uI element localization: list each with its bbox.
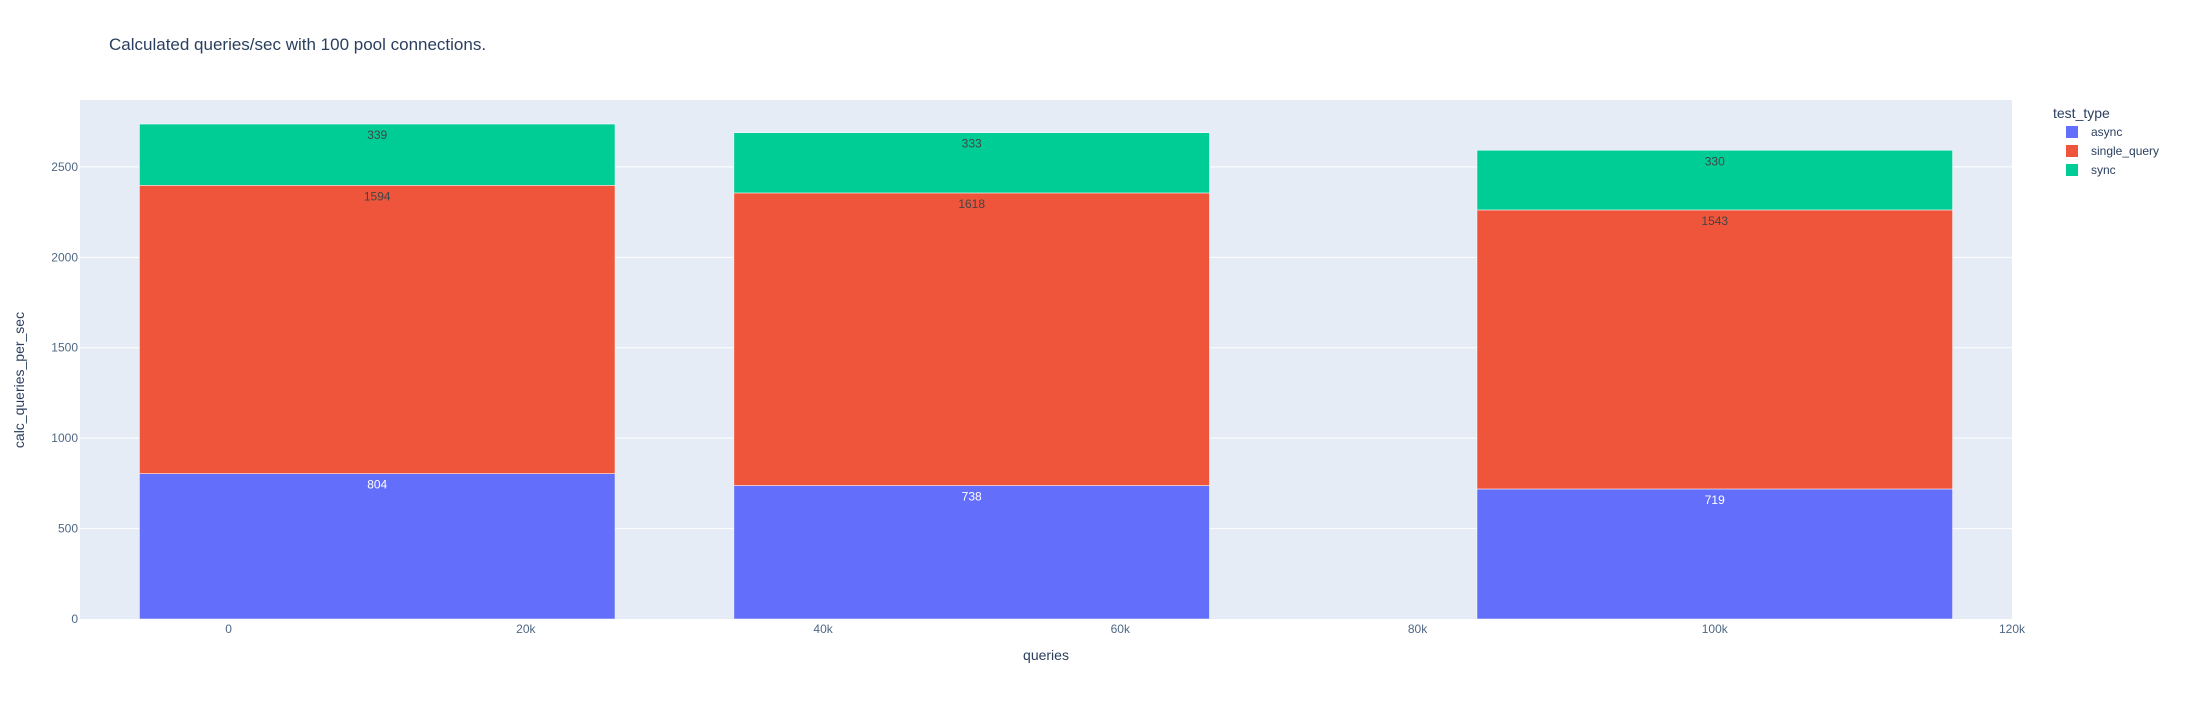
bars xyxy=(139,123,1953,620)
y-axis-title: calc_queries_per_sec xyxy=(11,312,27,448)
legend-swatch xyxy=(2066,126,2078,138)
legend-item-async[interactable]: async xyxy=(2066,125,2122,139)
x-tick-label: 20k xyxy=(516,622,536,636)
y-tick-label: 2500 xyxy=(51,160,78,174)
bar-sync[interactable] xyxy=(1476,150,1953,211)
data-label-single_query: 1543 xyxy=(1701,214,1728,228)
bar-sync[interactable] xyxy=(733,132,1210,194)
legend-label: async xyxy=(2091,125,2122,139)
data-label-single_query: 1618 xyxy=(958,197,985,211)
legend-title: test_type xyxy=(2053,105,2110,121)
legend-item-sync[interactable]: sync xyxy=(2066,163,2116,177)
legend-label: sync xyxy=(2091,163,2116,177)
data-label-sync: 333 xyxy=(962,137,982,151)
data-label-sync: 330 xyxy=(1705,154,1725,168)
x-tick-label: 60k xyxy=(1111,622,1131,636)
chart-title: Calculated queries/sec with 100 pool con… xyxy=(109,35,486,54)
bar-single_query[interactable] xyxy=(733,192,1210,486)
data-label-single_query: 1594 xyxy=(364,189,391,203)
legend-swatch xyxy=(2066,145,2078,157)
legend-swatch xyxy=(2066,164,2078,176)
bar-sync[interactable] xyxy=(139,123,616,186)
y-tick-label: 500 xyxy=(58,522,78,536)
y-axis-ticks: 0 500 1000 1500 2000 2500 xyxy=(51,160,78,626)
data-label-async: 738 xyxy=(962,490,982,504)
x-tick-label: 40k xyxy=(813,622,833,636)
x-axis-title: queries xyxy=(1023,647,1069,663)
data-label-async: 719 xyxy=(1705,493,1725,507)
data-label-sync: 339 xyxy=(367,128,387,142)
bar-async[interactable] xyxy=(1476,488,1953,620)
bar-async[interactable] xyxy=(139,473,616,620)
bar-async[interactable] xyxy=(733,485,1210,620)
x-axis-ticks: 0 20k 40k 60k 80k 100k 120k xyxy=(225,622,2026,636)
data-labels: 804 1594 339 738 1618 333 719 1543 330 xyxy=(364,128,1729,507)
x-tick-label: 0 xyxy=(225,622,232,636)
x-tick-label: 120k xyxy=(1999,622,2026,636)
y-tick-label: 1500 xyxy=(51,341,78,355)
data-label-async: 804 xyxy=(367,478,387,492)
bar-single_query[interactable] xyxy=(139,185,616,474)
legend-label: single_query xyxy=(2091,144,2159,158)
x-tick-label: 80k xyxy=(1408,622,1428,636)
bar-single_query[interactable] xyxy=(1476,209,1953,490)
y-tick-label: 0 xyxy=(71,612,78,626)
y-tick-label: 2000 xyxy=(51,250,78,264)
legend-item-single_query[interactable]: single_query xyxy=(2066,144,2159,158)
x-tick-label: 100k xyxy=(1702,622,1729,636)
y-tick-label: 1000 xyxy=(51,431,78,445)
